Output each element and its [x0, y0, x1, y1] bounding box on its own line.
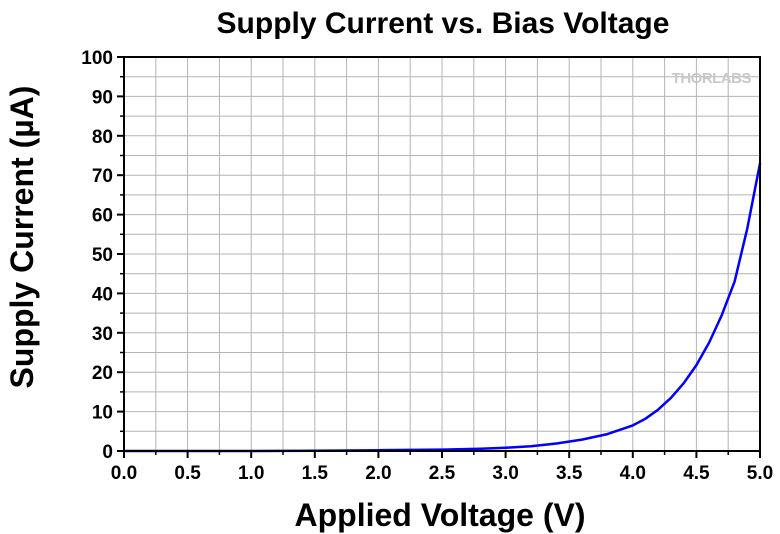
chart-title: Supply Current vs. Bias Voltage: [217, 7, 670, 40]
y-axis-label: Supply Current (µA): [4, 86, 40, 389]
y-tick-label: 20: [92, 363, 113, 384]
y-tick-label: 80: [92, 127, 113, 148]
minor-ticks: [120, 75, 729, 455]
x-tick-label: 0.5: [174, 463, 201, 484]
x-tick-label: 3.5: [556, 463, 583, 484]
x-tick-label: 2.5: [429, 463, 456, 484]
x-tick-label: 2.0: [365, 463, 391, 484]
x-tick-label: 1.5: [302, 463, 329, 484]
y-tick-label: 40: [92, 284, 113, 305]
y-tick-label: 0: [102, 442, 113, 463]
plot-frame: [123, 56, 761, 452]
thorlabs-logo: THORLABS: [672, 70, 752, 87]
x-tick-label: 1.0: [238, 463, 264, 484]
y-tick-label: 50: [92, 245, 113, 266]
x-tick-label: 5.0: [747, 463, 773, 484]
grid-lines: [124, 57, 760, 451]
x-tick-label: 3.0: [492, 463, 518, 484]
axis-ticks: 0.0 0.5 1.0 1.5 2.0 2.5 3.0 3.5 4.0 4.5 5.0 0 10 20 30…: [81, 48, 773, 484]
x-axis-label: Applied Voltage (V): [295, 497, 586, 533]
x-tick-label: 0.0: [111, 463, 137, 484]
y-tick-label: 70: [92, 166, 113, 187]
y-tick-label: 10: [92, 403, 113, 424]
x-tick-label: 4.0: [620, 463, 646, 484]
y-tick-label: 90: [92, 87, 113, 108]
x-tick-label: 4.5: [683, 463, 710, 484]
y-tick-label: 100: [81, 48, 113, 69]
y-tick-label: 30: [92, 324, 113, 345]
y-tick-label: 60: [92, 206, 113, 227]
